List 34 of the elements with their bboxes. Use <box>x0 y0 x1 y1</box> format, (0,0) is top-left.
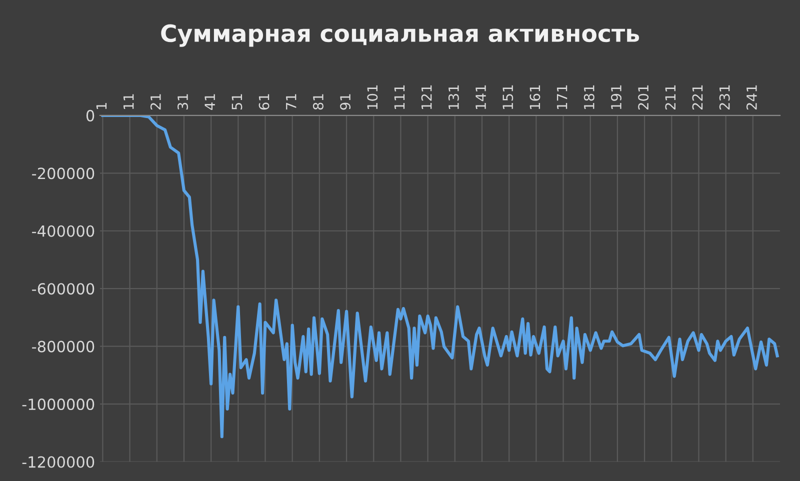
x-tick-label: 101 <box>367 85 378 110</box>
x-tick-label: 121 <box>421 85 432 110</box>
x-tick-label: 241 <box>746 85 757 110</box>
chart-title: Суммарная социальная активность <box>161 24 640 47</box>
x-tick-label: 231 <box>719 85 730 110</box>
x-tick-label: 51 <box>232 94 242 110</box>
x-tick-label: 81 <box>312 94 324 110</box>
x-tick-label: 41 <box>204 94 215 110</box>
x-tick-label: 91 <box>340 94 351 110</box>
x-tick-label: 171 <box>556 85 568 110</box>
x-tick-label: 131 <box>448 85 459 110</box>
x-tick-label: 211 <box>665 85 676 110</box>
x-tick-label: 221 <box>692 85 703 110</box>
x-tick-label: 31 <box>178 94 188 110</box>
x-tick-label: 61 <box>258 94 270 110</box>
x-tick-label: 181 <box>584 85 594 110</box>
x-tick-label: 11 <box>124 94 134 110</box>
line-series <box>101 115 779 438</box>
x-tick-label: 161 <box>530 85 540 110</box>
y-tick-label: -600000 <box>32 283 94 295</box>
x-tick-label: 1 <box>96 103 107 110</box>
x-tick-label: 141 <box>476 85 486 110</box>
x-tick-label: 201 <box>638 85 649 110</box>
x-tick-label: 71 <box>286 94 296 110</box>
x-tick-label: 21 <box>150 94 161 110</box>
y-tick-label: -400000 <box>32 225 94 237</box>
x-tick-label: 151 <box>502 85 514 110</box>
y-tick-label: -200000 <box>32 168 94 180</box>
x-tick-label: 191 <box>610 85 622 110</box>
y-tick-label: 0 <box>86 110 94 122</box>
y-tick-label: -1000000 <box>22 398 94 410</box>
x-tick-label: 111 <box>394 85 405 110</box>
y-tick-label: -1200000 <box>22 456 94 468</box>
y-tick-label: -800000 <box>32 340 94 352</box>
